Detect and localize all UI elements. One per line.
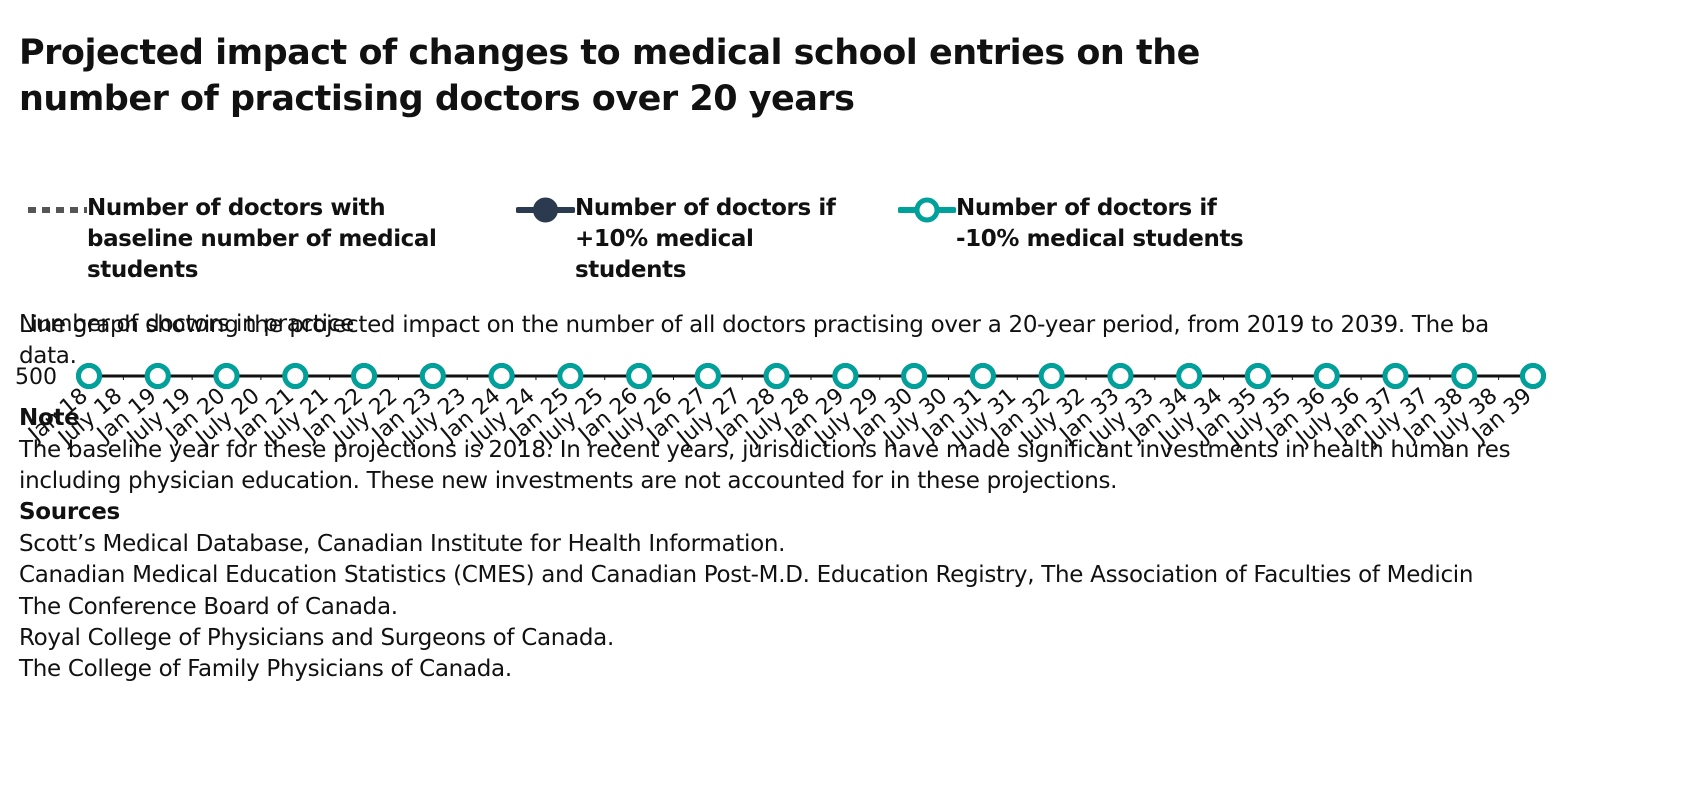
source: Royal College of Physicians and Surgeons… xyxy=(19,625,614,651)
description: Line graph showing the projected impact … xyxy=(19,312,1489,338)
chart-title: Projected impact of changes to medical s… xyxy=(19,33,1200,119)
data-point xyxy=(144,363,171,389)
legend-icon xyxy=(28,207,87,213)
data-point xyxy=(557,363,584,389)
data-point xyxy=(282,363,309,389)
legend-icon xyxy=(516,197,575,223)
note-text: including physician education. These new… xyxy=(19,468,1118,494)
data-point xyxy=(901,363,928,389)
data-point xyxy=(969,363,996,389)
legend-marker xyxy=(533,197,558,223)
legend-label: Number of doctors if +10% medical studen… xyxy=(575,195,836,283)
legend-item: Number of doctors if -10% medical studen… xyxy=(898,193,1246,255)
legend-icon xyxy=(898,197,956,223)
source: Scott’s Medical Database, Canadian Insti… xyxy=(19,531,786,557)
sources-heading: Sources xyxy=(19,499,120,525)
data-point xyxy=(1382,363,1409,389)
data-point xyxy=(1107,363,1134,389)
legend-item: Number of doctors if +10% medical studen… xyxy=(516,193,865,286)
data-point xyxy=(488,363,515,389)
legend-item: Number of doctors with baseline number o… xyxy=(28,193,487,286)
data-point xyxy=(1520,363,1546,389)
source: The College of Family Physicians of Cana… xyxy=(19,656,512,682)
data-point xyxy=(213,363,240,389)
data-point xyxy=(1313,363,1340,389)
legend-label: Number of doctors if -10% medical studen… xyxy=(956,195,1244,252)
data-point xyxy=(419,363,446,389)
data-point xyxy=(351,363,378,389)
note-heading: Note xyxy=(19,405,80,431)
data-point xyxy=(626,363,653,389)
data-point xyxy=(76,363,102,389)
source: Canadian Medical Education Statistics (C… xyxy=(19,562,1474,588)
y-tick-label: 500 xyxy=(15,365,57,390)
data-point xyxy=(1451,363,1478,389)
data-point xyxy=(1176,363,1203,389)
data-point xyxy=(832,363,859,389)
description: data. xyxy=(19,343,77,369)
y-axis-label: Number of doctors in practice xyxy=(19,311,354,337)
source: The Conference Board of Canada. xyxy=(19,594,398,620)
data-point xyxy=(694,363,721,389)
legend-marker xyxy=(914,197,940,223)
data-point xyxy=(1244,363,1271,389)
note-text: The baseline year for these projections … xyxy=(19,437,1511,463)
data-point xyxy=(763,363,790,389)
data-point xyxy=(1038,363,1065,389)
legend-label: Number of doctors with baseline number o… xyxy=(87,195,437,283)
